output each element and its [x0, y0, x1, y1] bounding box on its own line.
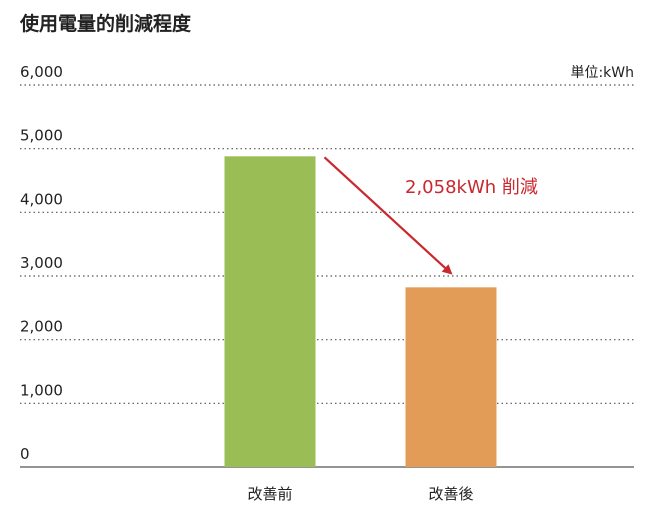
annotation-arrow — [323, 156, 453, 275]
y-tick-label: 0 — [20, 445, 30, 463]
y-tick-label: 2,000 — [20, 318, 63, 336]
chart-title: 使用電量的削減程度 — [19, 12, 192, 35]
y-tick-label: 1,000 — [20, 381, 63, 399]
x-tick-label: 改善前 — [247, 485, 292, 503]
y-tick-label: 3,000 — [20, 254, 63, 272]
y-tick-label: 6,000 — [20, 63, 63, 81]
bar — [224, 156, 316, 467]
unit-label: 単位:kWh — [570, 65, 634, 81]
y-tick-label: 4,000 — [20, 190, 63, 208]
bar — [405, 287, 497, 467]
y-tick-label: 5,000 — [20, 127, 63, 145]
x-tick-label: 改善後 — [428, 485, 473, 503]
annotation-text: 2,058kWh 削減 — [405, 177, 538, 198]
